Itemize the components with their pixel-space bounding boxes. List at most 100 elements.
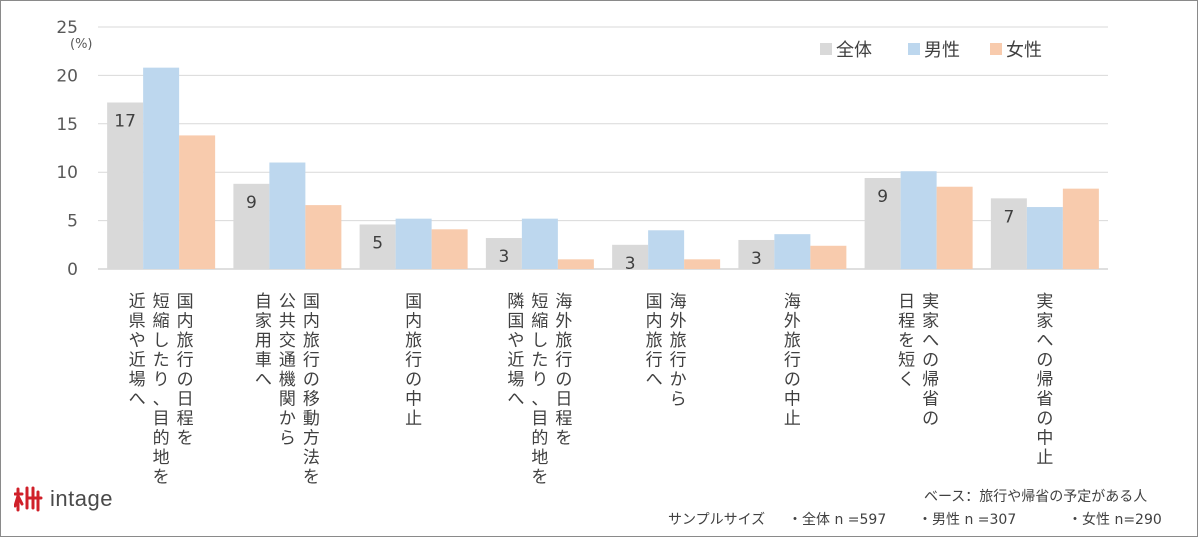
category-label-char: 実 — [1036, 292, 1053, 312]
data-label: 9 — [877, 187, 888, 207]
bar — [1026, 207, 1063, 269]
bar — [810, 245, 847, 269]
category-label-char: 公 — [279, 292, 296, 312]
category-label-char: 日 — [898, 292, 915, 312]
category-label-char: 日 — [555, 390, 572, 410]
category-label-char: 家 — [922, 312, 939, 332]
category-label-char: 国 — [646, 292, 663, 312]
category-label-char: へ — [1036, 331, 1053, 351]
bar — [485, 238, 522, 269]
legend-label: 女性 — [1006, 40, 1042, 61]
category-label-char: 法 — [303, 448, 320, 468]
category-label-char: ら — [670, 390, 687, 410]
category-label-char: 外 — [784, 312, 801, 332]
legend-label: 全体 — [836, 40, 872, 61]
category-label-char: を — [303, 468, 320, 488]
bar — [233, 183, 270, 269]
data-label: 3 — [625, 254, 636, 274]
category-label-char: 程 — [555, 409, 572, 429]
bar — [900, 171, 937, 269]
category-label-char: 国 — [177, 292, 194, 312]
category-label-char: を — [898, 331, 915, 351]
category-label-char: 日 — [177, 390, 194, 410]
category-label-char: の — [303, 370, 320, 390]
category-label-char: 止 — [784, 409, 801, 429]
intage-logo-icon — [14, 486, 43, 512]
category-label-char: た — [531, 351, 548, 371]
category-label-char: へ — [129, 390, 146, 410]
category-label-char: へ — [646, 370, 663, 390]
y-axis: 0 5 10 15 20 25 — [56, 18, 78, 280]
category-label-char: 外 — [555, 312, 572, 332]
category-label-char: 外 — [670, 312, 687, 332]
base-note: ベース：旅行や帰省の予定がある人 — [924, 489, 1148, 505]
category-label-char: 地 — [531, 448, 548, 468]
data-label: 3 — [751, 249, 762, 269]
y-tick-label: 5 — [67, 212, 78, 232]
category-label-char: 方 — [303, 429, 320, 449]
category-label-char: 帰 — [922, 370, 939, 390]
category-label-char: 旅 — [670, 331, 687, 351]
category-label-char: 海 — [555, 292, 572, 312]
legend: 全体 男性 女性 — [820, 40, 1042, 61]
category-label-char: 短 — [531, 292, 548, 312]
y-tick-label: 0 — [67, 260, 78, 280]
category-label-char: 省 — [1036, 390, 1053, 410]
category-label-char: 用 — [255, 331, 272, 351]
category-label-char: 国 — [507, 312, 524, 332]
category-label-char: 中 — [784, 390, 801, 410]
category-label-char: 縮 — [153, 312, 170, 332]
bar — [738, 239, 775, 269]
sample-female: ・女性 n=290 — [1068, 512, 1162, 528]
data-label: 5 — [372, 233, 383, 253]
category-label-char: を — [531, 468, 548, 488]
category-label-char: の — [784, 370, 801, 390]
sample-total: ・全体 n =597 — [788, 512, 887, 528]
bar — [305, 205, 342, 269]
category-label-char: 地 — [153, 448, 170, 468]
category-label-char: 中 — [405, 390, 422, 410]
bar — [612, 244, 649, 269]
category-label-char: へ — [922, 331, 939, 351]
category-label-char: 、 — [531, 390, 548, 410]
category-label-char: の — [555, 370, 572, 390]
data-label: 17 — [114, 112, 136, 132]
category-label-char: し — [153, 331, 170, 351]
bar — [521, 218, 558, 269]
sample-male: ・男性 n =307 — [918, 512, 1017, 528]
category-label-char: 帰 — [1036, 370, 1053, 390]
category-label-char: 行 — [646, 351, 663, 371]
category-label-char: し — [531, 331, 548, 351]
category-label-char: 機 — [279, 370, 296, 390]
category-label-char: 行 — [670, 351, 687, 371]
category-label-char: 内 — [177, 312, 194, 332]
category-label-char: 止 — [405, 409, 422, 429]
category-label-char: か — [279, 409, 296, 429]
category-label-char: を — [555, 429, 572, 449]
category-label-char: 近 — [129, 292, 146, 312]
y-unit-label: (%) — [70, 37, 93, 52]
bar — [684, 259, 721, 269]
category-label-char: 内 — [405, 312, 422, 332]
bar — [179, 135, 216, 269]
category-label-char: 旅 — [303, 331, 320, 351]
bar — [431, 229, 468, 269]
bar — [269, 162, 306, 269]
category-label-char: 海 — [784, 292, 801, 312]
category-label-char: を — [153, 468, 170, 488]
category-label-char: 的 — [153, 429, 170, 449]
bar — [990, 198, 1027, 269]
category-label-char: 目 — [153, 409, 170, 429]
y-tick-label: 10 — [56, 163, 78, 183]
legend-swatch — [820, 43, 832, 55]
category-label-char: 省 — [922, 390, 939, 410]
data-label: 9 — [246, 193, 257, 213]
bar — [936, 186, 973, 269]
category-label-char: 行 — [555, 351, 572, 371]
category-label-char: 自 — [255, 292, 272, 312]
bar — [143, 67, 180, 269]
y-tick-label: 20 — [56, 66, 78, 86]
category-label-char: を — [177, 429, 194, 449]
category-label-char: 的 — [531, 429, 548, 449]
